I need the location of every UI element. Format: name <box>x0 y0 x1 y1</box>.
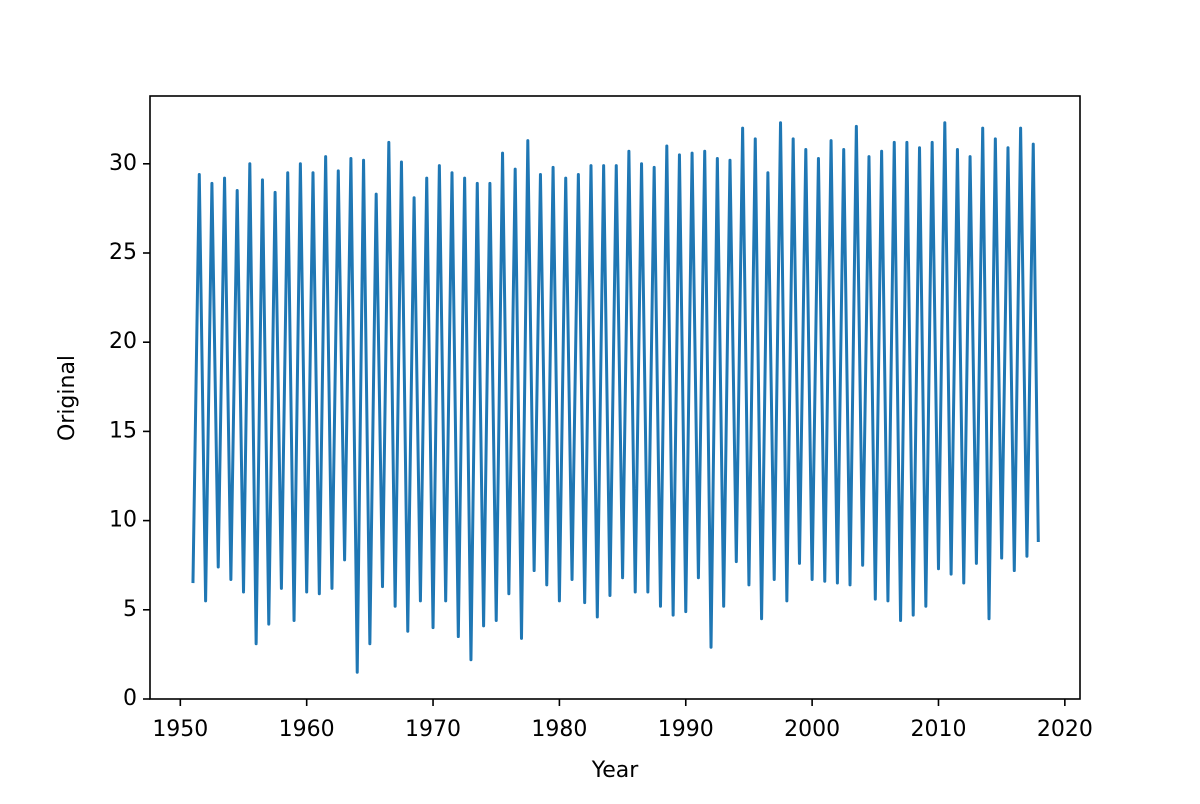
x-tick-label: 2010 <box>910 717 966 742</box>
y-tick-label: 20 <box>109 329 137 354</box>
x-tick-label: 1970 <box>405 717 461 742</box>
x-tick-label: 1960 <box>279 717 335 742</box>
y-tick-label: 15 <box>109 418 137 443</box>
x-tick-label: 1980 <box>531 717 587 742</box>
x-axis-label: Year <box>591 758 640 783</box>
y-tick-label: 30 <box>109 151 137 176</box>
y-tick-label: 10 <box>109 508 137 533</box>
y-axis-label: Original <box>55 355 80 441</box>
x-tick-label: 1990 <box>658 717 714 742</box>
y-tick-label: 5 <box>123 597 137 622</box>
data-line <box>191 121 1040 674</box>
axes-frame <box>149 95 1081 700</box>
y-tick-label: 0 <box>123 686 137 711</box>
x-tick-label: 2000 <box>784 717 840 742</box>
y-tick-label: 25 <box>109 240 137 265</box>
x-tick-label: 2020 <box>1037 717 1093 742</box>
x-tick-label: 1950 <box>152 717 208 742</box>
